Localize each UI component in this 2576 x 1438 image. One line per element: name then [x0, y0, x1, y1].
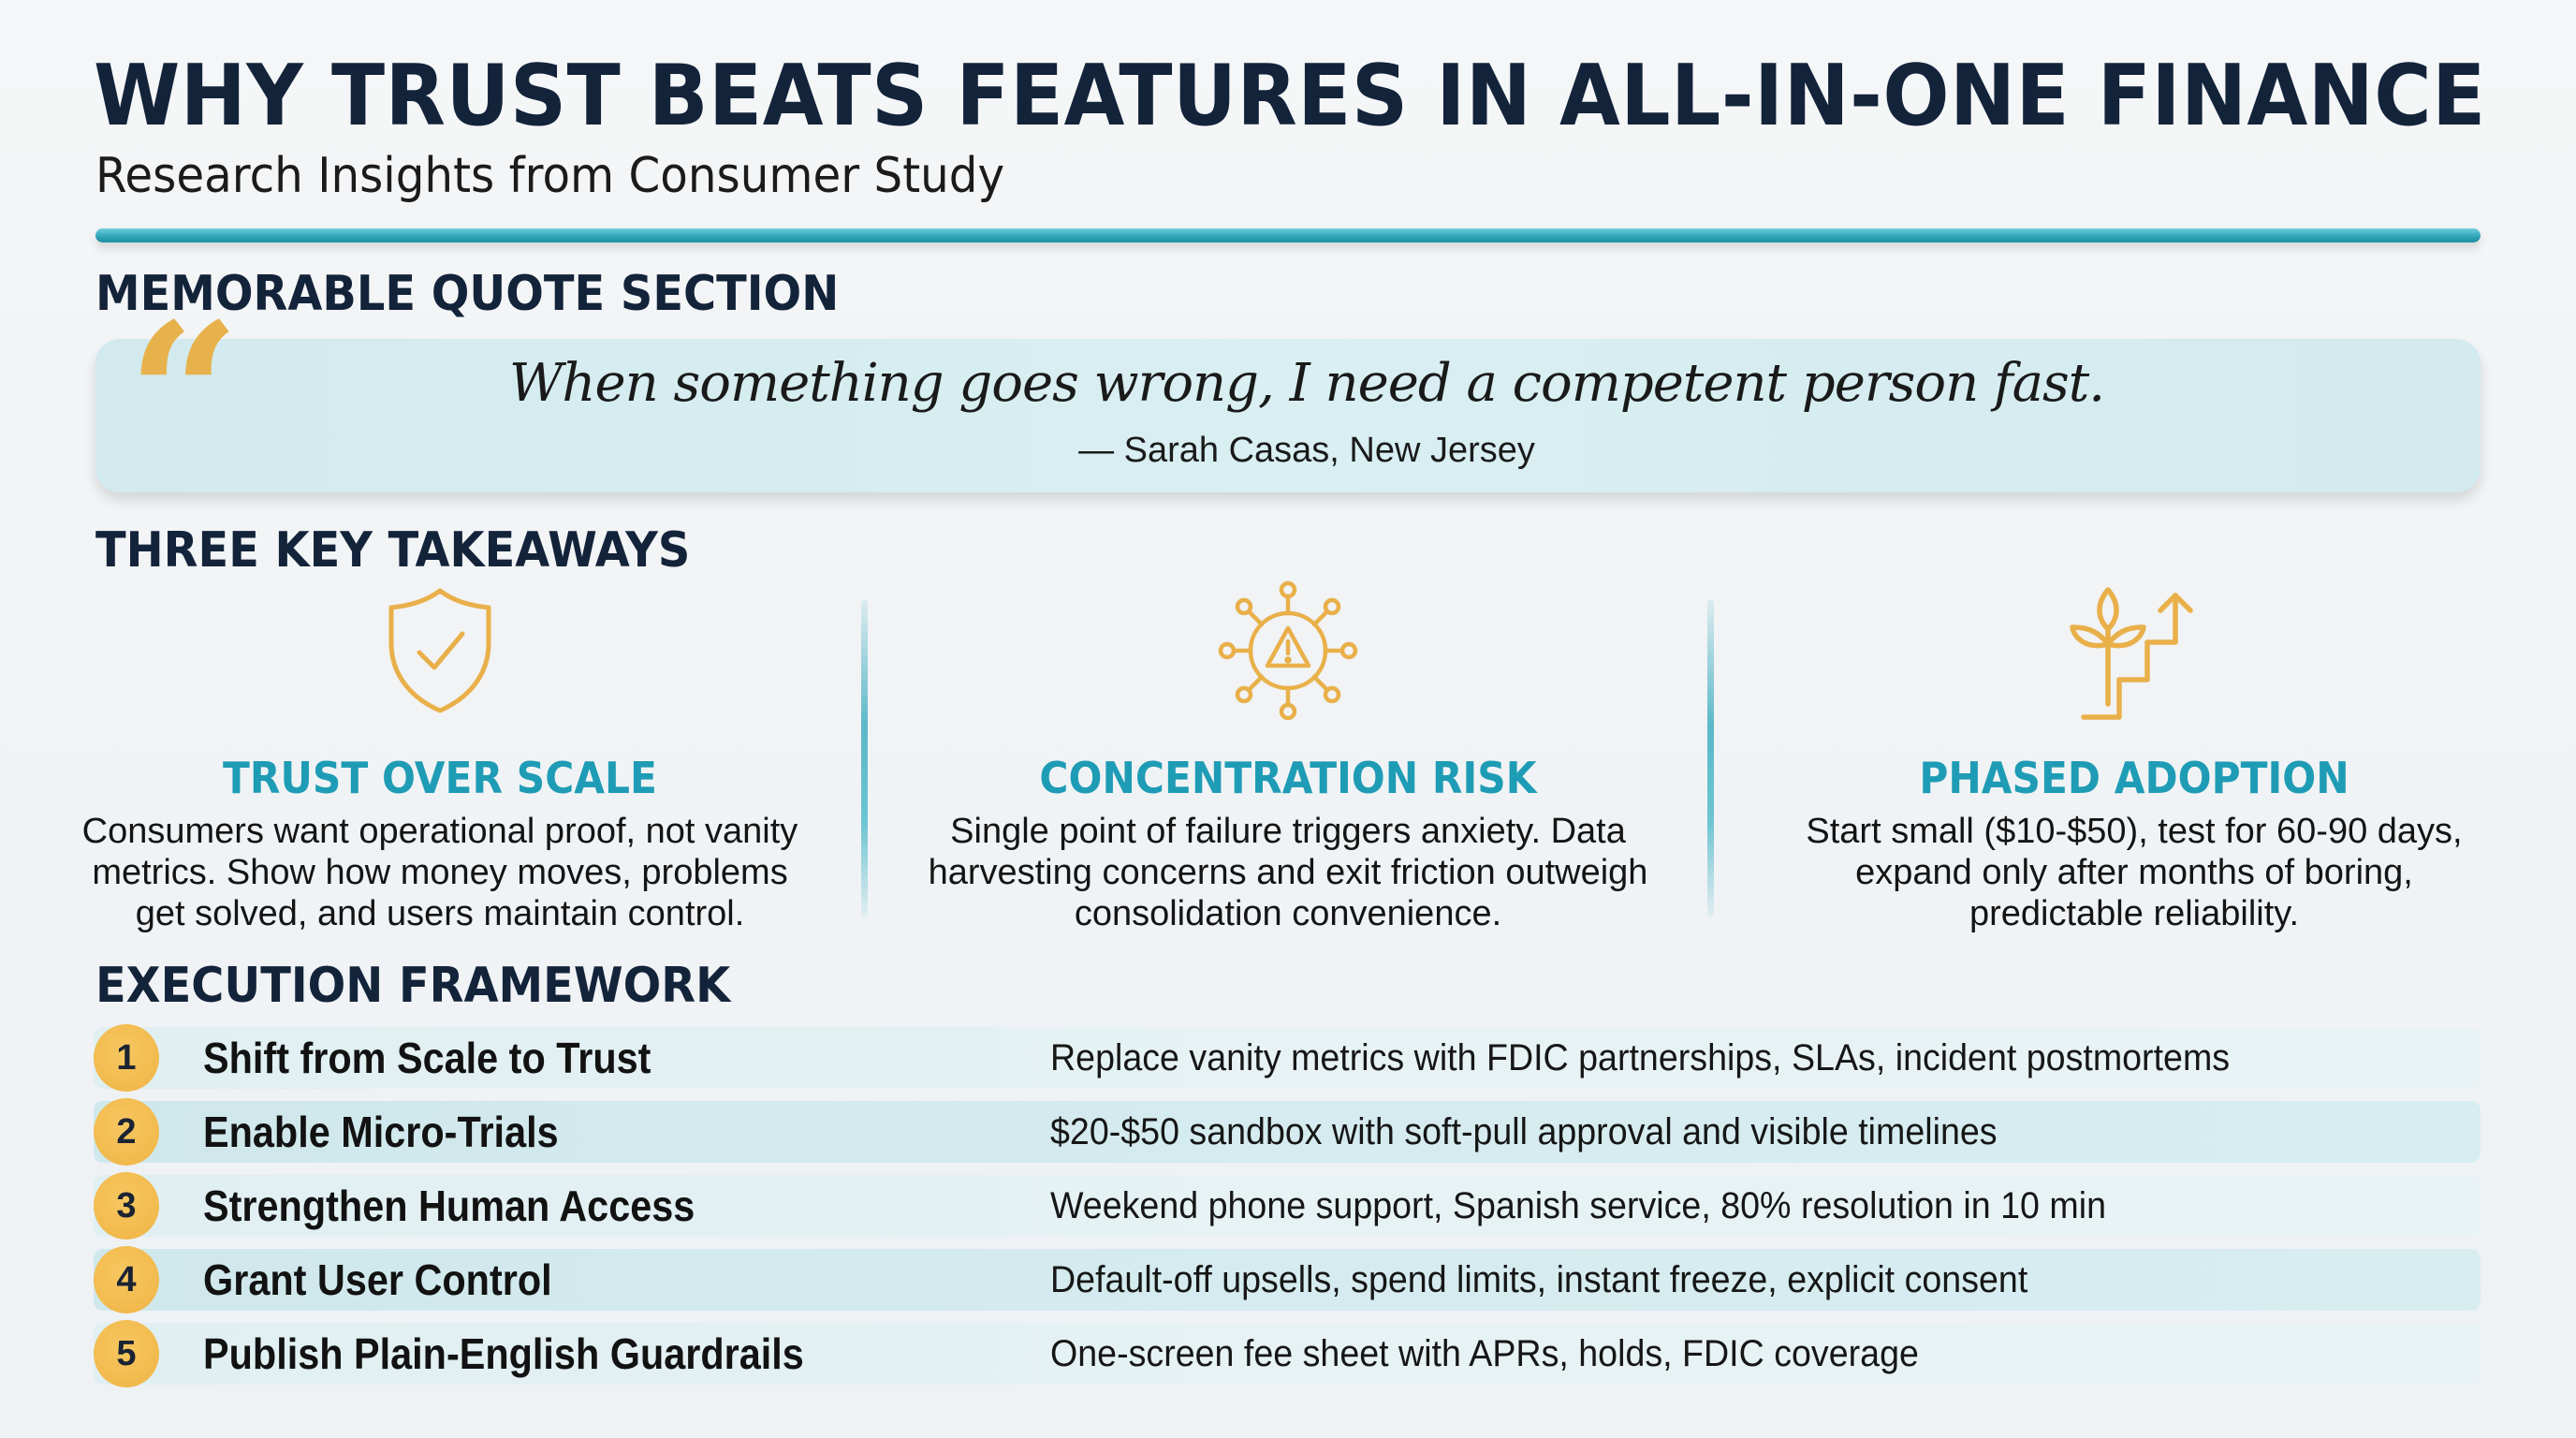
- framework-row: 4 Grant User Control Default-off upsells…: [94, 1246, 2481, 1313]
- page-title: WHY TRUST BEATS FEATURES IN ALL-IN-ONE F…: [94, 47, 2486, 145]
- takeaway-body: Start small ($10-$50), test for 60-90 da…: [1806, 812, 2463, 933]
- framework-row: 1 Shift from Scale to Trust Replace vani…: [94, 1024, 2481, 1092]
- quote-text: When something goes wrong, I need a comp…: [508, 353, 2105, 414]
- step-number-badge: 3: [94, 1172, 159, 1240]
- step-description: One-screen fee sheet with APRs, holds, F…: [1050, 1332, 1919, 1374]
- takeaway-trust-over-scale: TRUST OVER SCALE Consumers want operatio…: [56, 580, 824, 934]
- step-number-badge: 5: [94, 1320, 159, 1387]
- quote-attribution: — Sarah Casas, New Jersey: [1078, 431, 1535, 470]
- step-description: $20-$50 sandbox with soft-pull approval …: [1050, 1110, 1998, 1152]
- step-number-badge: 4: [94, 1246, 159, 1313]
- takeaway-body: Consumers want operational proof, not va…: [81, 812, 798, 933]
- step-description: Default-off upsells, spend limits, insta…: [1050, 1258, 2028, 1300]
- takeaway-title: CONCENTRATION RISK: [1039, 753, 1537, 803]
- step-title: Grant User Control: [203, 1255, 552, 1304]
- framework-row: 5 Publish Plain-English Guardrails One-s…: [94, 1320, 2481, 1387]
- step-title: Enable Micro-Trials: [203, 1108, 559, 1156]
- column-divider: [861, 599, 868, 917]
- takeaway-concentration-risk: CONCENTRATION RISK Single point of failu…: [904, 580, 1672, 934]
- header-divider: [95, 228, 2481, 242]
- step-number-badge: 1: [94, 1024, 159, 1092]
- quote-card: [95, 339, 2481, 492]
- framework-row: 3 Strengthen Human Access Weekend phone …: [94, 1172, 2481, 1240]
- step-description: Replace vanity metrics with FDIC partner…: [1050, 1036, 2231, 1078]
- framework-row: 2 Enable Micro-Trials $20-$50 sandbox wi…: [94, 1098, 2481, 1166]
- step-description: Weekend phone support, Spanish service, …: [1050, 1184, 2106, 1226]
- takeaway-phased-adoption: PHASED ADOPTION Start small ($10-$50), t…: [1750, 580, 2518, 934]
- step-title: Shift from Scale to Trust: [203, 1034, 651, 1082]
- quote-section-heading: MEMORABLE QUOTE SECTION: [95, 266, 840, 322]
- column-divider: [1707, 599, 1714, 917]
- plant-stairs-growth-icon: [1750, 580, 2518, 721]
- page-subtitle: Research Insights from Consumer Study: [95, 148, 1005, 204]
- network-warning-icon: [904, 580, 1672, 721]
- takeaways-heading: THREE KEY TAKEAWAYS: [95, 522, 691, 579]
- takeaway-title: PHASED ADOPTION: [1919, 753, 2349, 803]
- open-quote-icon: “: [127, 280, 241, 511]
- step-title: Publish Plain-English Guardrails: [203, 1329, 804, 1378]
- takeaway-body: Single point of failure triggers anxiety…: [928, 812, 1648, 933]
- step-title: Strengthen Human Access: [203, 1181, 695, 1230]
- framework-heading: EXECUTION FRAMEWORK: [95, 958, 731, 1014]
- shield-check-icon: [56, 580, 824, 721]
- takeaway-title: TRUST OVER SCALE: [223, 753, 657, 803]
- step-number-badge: 2: [94, 1098, 159, 1166]
